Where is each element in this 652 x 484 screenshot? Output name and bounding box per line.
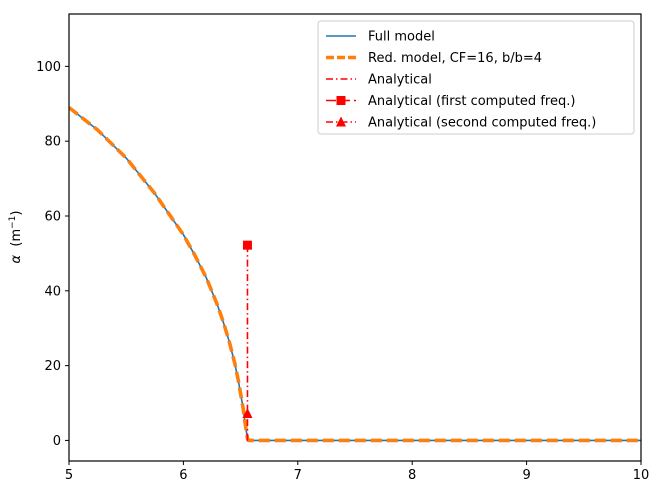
y-axis-label: α (m−1)	[8, 211, 24, 264]
y-axis-label-close: )	[9, 211, 24, 216]
x-tick-label: 8	[408, 468, 416, 483]
legend: Full model Red. model, CF=16, b/b=4 Analyt…	[317, 20, 635, 135]
y-tick-label: 80	[44, 135, 61, 150]
marker-square-first-freq	[242, 240, 252, 250]
y-tick-label: 60	[44, 209, 61, 224]
y-axis-label-symbol: α	[9, 254, 24, 263]
x-tick-label: 6	[179, 468, 187, 483]
legend-label-4: Analytical (second computed freq.)	[368, 116, 596, 131]
x-tick-label: 7	[294, 468, 302, 483]
marker-triangle-second-freq	[242, 407, 253, 418]
series-line-reduced-model	[69, 106, 641, 443]
plot-frame	[68, 13, 642, 462]
y-tick-label: 0	[53, 434, 61, 449]
y-tick-label: 20	[44, 359, 61, 374]
legend-marker-square	[336, 96, 346, 105]
legend-marker-triangle	[336, 116, 346, 127]
legend-label-2: Analytical	[368, 73, 432, 88]
legend-frame	[317, 20, 635, 135]
series-line-analytical	[246, 245, 249, 442]
y-axis-label-exponent: −1	[8, 216, 18, 229]
legend-label-0: Full model	[368, 30, 435, 45]
y-tick-label: 100	[36, 60, 61, 75]
x-tick-label: 5	[65, 468, 73, 483]
x-tick-label: 9	[522, 468, 530, 483]
y-tick-label: 40	[44, 284, 61, 299]
marker-layer	[242, 240, 253, 418]
y-axis-label-unit: m	[9, 229, 24, 242]
x-tick-label: 10	[633, 468, 650, 483]
legend-label-3: Analytical (first computed freq.)	[368, 94, 575, 109]
series-layer	[69, 106, 641, 443]
y-axis-label-open: (	[9, 242, 24, 255]
legend-label-1: Red. model, CF=16, b/b=4	[368, 51, 542, 66]
